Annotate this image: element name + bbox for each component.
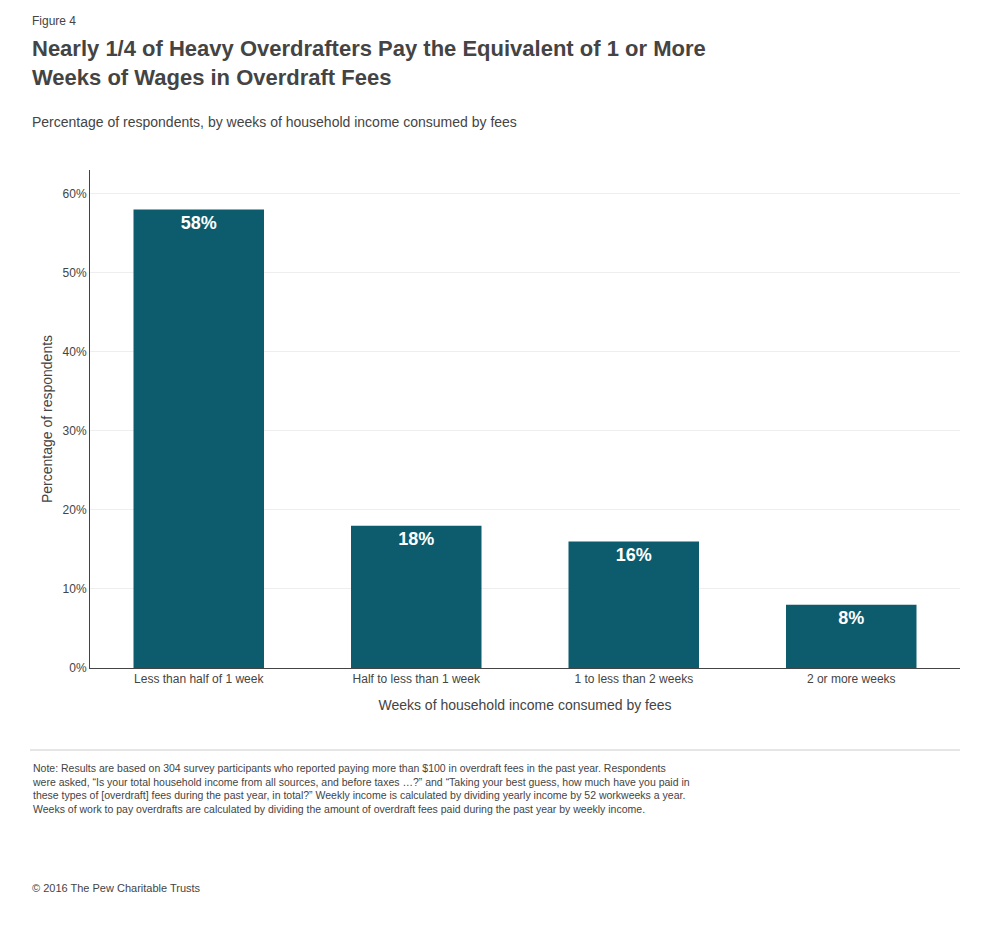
svg-text:60%: 60% bbox=[63, 187, 87, 201]
svg-text:Note: Results are based on 304: Note: Results are based on 304 survey pa… bbox=[32, 762, 690, 815]
svg-text:40%: 40% bbox=[63, 345, 87, 359]
svg-text:© 2016 The Pew Charitable Trus: © 2016 The Pew Charitable Trusts bbox=[32, 882, 201, 894]
svg-text:30%: 30% bbox=[63, 424, 87, 438]
svg-text:Percentage of respondents: Percentage of respondents bbox=[39, 335, 55, 503]
svg-text:Nearly 1/4 of Heavy Overdrafte: Nearly 1/4 of Heavy Overdrafters Pay the… bbox=[32, 36, 706, 90]
svg-text:Percentage of respondents, by: Percentage of respondents, by weeks of h… bbox=[32, 114, 517, 130]
svg-text:Weeks of household income cons: Weeks of household income consumed by fe… bbox=[378, 697, 671, 713]
svg-text:58%: 58% bbox=[181, 213, 217, 233]
svg-text:Less than half of 1 week: Less than half of 1 week bbox=[134, 672, 264, 686]
svg-text:8%: 8% bbox=[838, 608, 864, 628]
svg-text:0%: 0% bbox=[69, 661, 87, 675]
svg-text:16%: 16% bbox=[616, 545, 652, 565]
svg-text:20%: 20% bbox=[63, 503, 87, 517]
svg-text:Half to less than 1 week: Half to less than 1 week bbox=[353, 672, 481, 686]
svg-text:50%: 50% bbox=[63, 266, 87, 280]
svg-text:2 or more weeks: 2 or more weeks bbox=[807, 672, 896, 686]
svg-text:18%: 18% bbox=[398, 529, 434, 549]
svg-text:1 to less than 2 weeks: 1 to less than 2 weeks bbox=[574, 672, 693, 686]
svg-text:Figure 4: Figure 4 bbox=[32, 14, 76, 28]
svg-text:10%: 10% bbox=[63, 582, 87, 596]
